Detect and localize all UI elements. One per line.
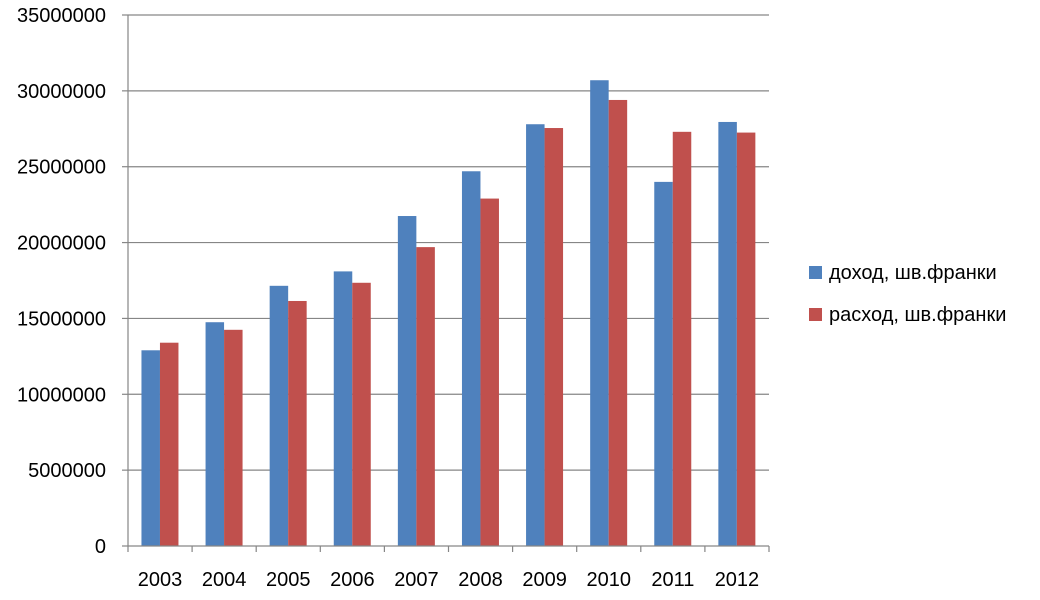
legend-swatch bbox=[809, 266, 822, 279]
bar-income-2008 bbox=[461, 171, 481, 546]
bar-expense-2005 bbox=[288, 300, 307, 546]
x-tick-label: 2004 bbox=[202, 569, 247, 591]
y-tick-label: 10000000 bbox=[17, 384, 106, 406]
x-tick-label: 2011 bbox=[651, 569, 694, 591]
y-tick-label: 20000000 bbox=[17, 233, 106, 255]
bar-income-2009 bbox=[526, 124, 545, 546]
bar-expense-2012 bbox=[736, 132, 756, 547]
y-tick-label: 0 bbox=[95, 536, 106, 558]
legend-swatch bbox=[809, 308, 822, 321]
x-tick-label: 2005 bbox=[266, 569, 311, 591]
x-tick-label: 2008 bbox=[458, 569, 503, 591]
bar-income-2010 bbox=[590, 80, 609, 546]
x-tick-label: 2007 bbox=[394, 569, 439, 591]
x-tick-label: 2003 bbox=[138, 569, 183, 591]
bar-expense-2003 bbox=[159, 342, 179, 546]
x-tick-label: 2009 bbox=[522, 569, 567, 591]
bar-income-2003 bbox=[141, 350, 160, 546]
bar-expense-2006 bbox=[352, 282, 371, 546]
bar-income-2007 bbox=[397, 216, 417, 546]
bar-income-2005 bbox=[269, 285, 289, 546]
y-tick-label: 25000000 bbox=[17, 157, 106, 179]
bar-income-2004 bbox=[205, 322, 225, 546]
legend: доход, шв.франки расход, шв.франки bbox=[809, 262, 1006, 326]
legend-label: доход, шв.франки bbox=[829, 262, 997, 284]
bar-income-2011 bbox=[654, 181, 673, 546]
x-tick-labels: 2003 2004 2005 2006 2007 2008 2009 2010 2011 2012 bbox=[138, 569, 759, 591]
bar-expense-2004 bbox=[224, 329, 243, 546]
y-tick-label: 5000000 bbox=[28, 460, 106, 482]
bar-expense-2009 bbox=[544, 128, 564, 546]
axes bbox=[122, 14, 770, 552]
bar-expense-2008 bbox=[480, 198, 499, 546]
x-tick-label: 2010 bbox=[587, 569, 632, 591]
bars bbox=[141, 80, 756, 547]
y-tick-label: 35000000 bbox=[17, 5, 106, 27]
bar-expense-2007 bbox=[416, 247, 435, 546]
bar-income-2006 bbox=[333, 271, 353, 546]
bar-expense-2011 bbox=[672, 131, 692, 546]
y-tick-labels: 0 5000000 10000000 15000000 20000000 25000000… bbox=[17, 5, 106, 558]
legend-label: расход, шв.франки bbox=[829, 304, 1006, 326]
x-tick-label: 2006 bbox=[330, 569, 375, 591]
x-tick-label: 2012 bbox=[715, 569, 760, 591]
y-tick-label: 15000000 bbox=[17, 308, 106, 330]
y-tick-label: 30000000 bbox=[17, 81, 106, 103]
bar-income-2012 bbox=[718, 121, 737, 547]
bar-expense-2010 bbox=[608, 99, 628, 547]
